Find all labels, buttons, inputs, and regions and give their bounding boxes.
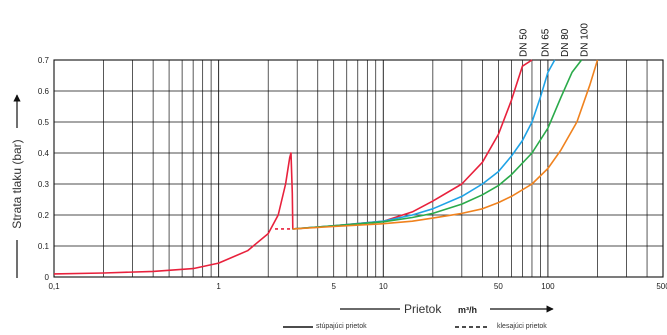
series-label-dn-50: DN 50 [518,28,529,57]
chart-grid [53,59,664,278]
chart-series [53,59,599,275]
x-tick-label: 0,1 [48,282,60,291]
x-axis-title: Prietok [404,302,442,316]
legend: stúpajúci prietok klesajúci prietok [283,323,547,330]
x-tick-label: 1 [216,282,221,291]
chart-ticks: 0,1 1 5 10 50 100 500 0 0.1 0.2 0.3 0.4 0.5 0.6 0.7 [38,56,667,291]
y-tick-label: 0.3 [38,180,50,189]
y-tick-label: 0 [45,273,50,282]
series-labels: DN 50 DN 65 DN 80 DN 100 [518,23,590,57]
plot-frame [53,59,664,278]
x-tick-label: 5 [331,282,336,291]
y-tick-label: 0.4 [38,149,50,158]
x-axis-unit: m³/h [458,305,477,315]
x-axis-title-group: Prietok m³/h [340,298,554,318]
series-line-dn-80 [292,59,583,230]
x-tick-label: 500 [656,282,667,291]
y-tick-label: 0.2 [38,211,50,220]
legend-dashed-label: klesajúci prietok [497,323,547,330]
series-line-dn-100 [292,59,599,230]
y-axis-title-group: Strata tlaku (bar) [10,94,24,278]
y-tick-label: 0.5 [38,118,50,127]
x-tick-label: 10 [379,282,388,291]
y-tick-label: 0.7 [38,56,50,65]
series-label-dn-65: DN 65 [540,28,551,57]
y-tick-label: 0.6 [38,87,50,96]
series-line-dn-50 [53,59,533,275]
series-label-dn-80: DN 80 [560,28,571,57]
legend-solid-label: stúpajúci prietok [316,323,367,330]
y-tick-label: 0.1 [38,242,50,251]
x-tick-label: 50 [494,282,503,291]
series-line-dn-65 [292,59,556,230]
series-label-dn-100: DN 100 [580,23,591,57]
y-axis-title: Strata tlaku (bar) [10,139,24,228]
x-tick-label: 100 [541,282,555,291]
